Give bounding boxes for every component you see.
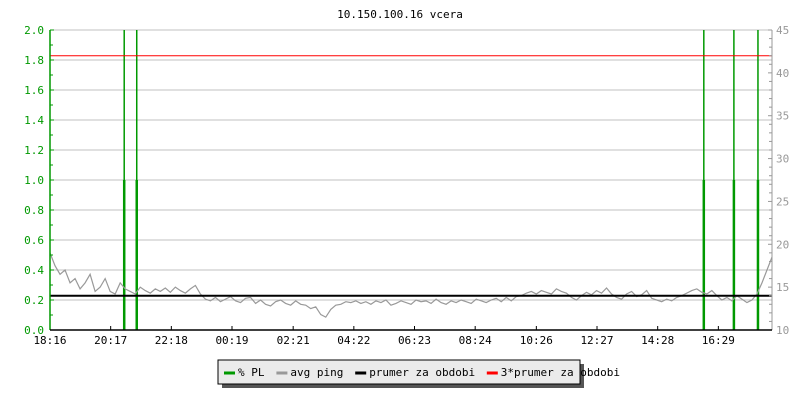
x-tick-label: 10:26 [520, 334, 553, 347]
legend: % PL avg ping prumer za obdobi 3*prumer za … [217, 359, 620, 388]
x-tick-label: 18:16 [33, 334, 66, 347]
legend-label: 3*prumer za obdobi [501, 366, 620, 379]
x-tick-label: 14:28 [641, 334, 674, 347]
right-tick-label: 25 [776, 195, 789, 208]
left-tick-label: 0.0 [24, 324, 44, 337]
right-tick-label: 45 [776, 24, 789, 37]
left-tick-label: 1.8 [24, 54, 44, 67]
left-tick-label: 1.6 [24, 84, 44, 97]
left-tick-label: 1.2 [24, 144, 44, 157]
x-tick-label: 04:22 [337, 334, 370, 347]
left-tick-label: 2.0 [24, 24, 44, 37]
x-tick-label: 20:17 [94, 334, 127, 347]
x-tick-label: 22:18 [155, 334, 188, 347]
left-tick-label: 0.4 [24, 264, 44, 277]
x-tick-label: 12:27 [580, 334, 613, 347]
left-tick-label: 1.4 [24, 114, 44, 127]
left-tick-label: 0.8 [24, 204, 44, 217]
right-tick-label: 35 [776, 110, 789, 123]
right-tick-label: 40 [776, 67, 789, 80]
x-tick-label: 08:24 [459, 334, 492, 347]
left-tick-label: 0.2 [24, 294, 44, 307]
right-tick-label: 30 [776, 153, 789, 166]
left-tick-label: 1.0 [24, 174, 44, 187]
legend-label: prumer za obdobi [369, 366, 475, 379]
left-tick-label: 0.6 [24, 234, 44, 247]
x-tick-label: 06:23 [398, 334, 431, 347]
legend-label: % PL [238, 366, 265, 379]
right-tick-label: 15 [776, 281, 789, 294]
right-tick-label: 20 [776, 238, 789, 251]
x-tick-label: 00:19 [215, 334, 248, 347]
x-tick-label: 16:29 [702, 334, 735, 347]
avg-ping-line [49, 252, 773, 318]
chart-title: 10.150.100.16 vcera [337, 8, 463, 21]
right-tick-label: 10 [776, 324, 789, 337]
legend-label: avg ping [290, 366, 343, 379]
x-tick-label: 02:21 [277, 334, 310, 347]
